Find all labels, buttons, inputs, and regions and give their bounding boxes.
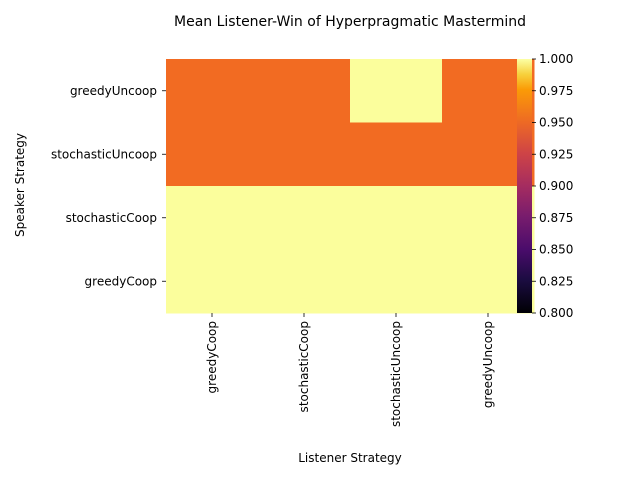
heatmap-cell (258, 186, 351, 250)
y-axis-ticks: greedyUncoop stochasticUncoop stochasticCo… (51, 84, 166, 288)
heatmap-cell (350, 122, 443, 187)
y-axis-label: Speaker Strategy (13, 133, 27, 237)
heatmap-cell (166, 59, 259, 123)
heatmap-cell (258, 122, 351, 187)
y-tick-label: stochasticUncoop (51, 147, 157, 161)
colorbar-tick-label: 0.925 (539, 147, 573, 161)
colorbar-tick-label: 0.900 (539, 179, 573, 193)
x-tick-label: greedyUncoop (481, 321, 495, 408)
x-tick-label: stochasticUncoop (389, 321, 403, 427)
colorbar (517, 59, 532, 313)
y-tick-label: stochasticCoop (66, 211, 157, 225)
y-tick-label: greedyUncoop (70, 84, 157, 98)
chart-title: Mean Listener-Win of Hyperpragmatic Mast… (174, 14, 526, 30)
x-tick-label: stochasticCoop (297, 321, 311, 412)
x-axis-ticks: greedyCoop stochasticCoop stochasticUncoop… (205, 313, 495, 427)
colorbar-tick-label: 0.850 (539, 243, 573, 257)
y-tick-label: greedyCoop (85, 274, 157, 288)
colorbar-tick-label: 1.000 (539, 52, 573, 66)
colorbar-tick-label: 0.825 (539, 274, 573, 288)
x-axis-label: Listener Strategy (298, 451, 402, 465)
heatmap-cell (166, 186, 259, 250)
heatmap-cell (258, 59, 351, 123)
colorbar-tick-label: 0.800 (539, 306, 573, 320)
heatmap-cell (258, 249, 351, 314)
heatmap-cell (350, 186, 443, 250)
heatmap-cells (166, 59, 535, 314)
heatmap-cell (350, 249, 443, 314)
heatmap-cell (350, 59, 443, 123)
heatmap-cell (166, 122, 259, 187)
heatmap-cell (166, 249, 259, 314)
x-tick-label: greedyCoop (205, 321, 219, 393)
colorbar-ticks: 0.800 0.825 0.850 0.875 0.900 0.925 0.950 0.975… (532, 52, 573, 320)
colorbar-tick-label: 0.975 (539, 84, 573, 98)
colorbar-tick-label: 0.950 (539, 116, 573, 130)
colorbar-tick-label: 0.875 (539, 211, 573, 225)
